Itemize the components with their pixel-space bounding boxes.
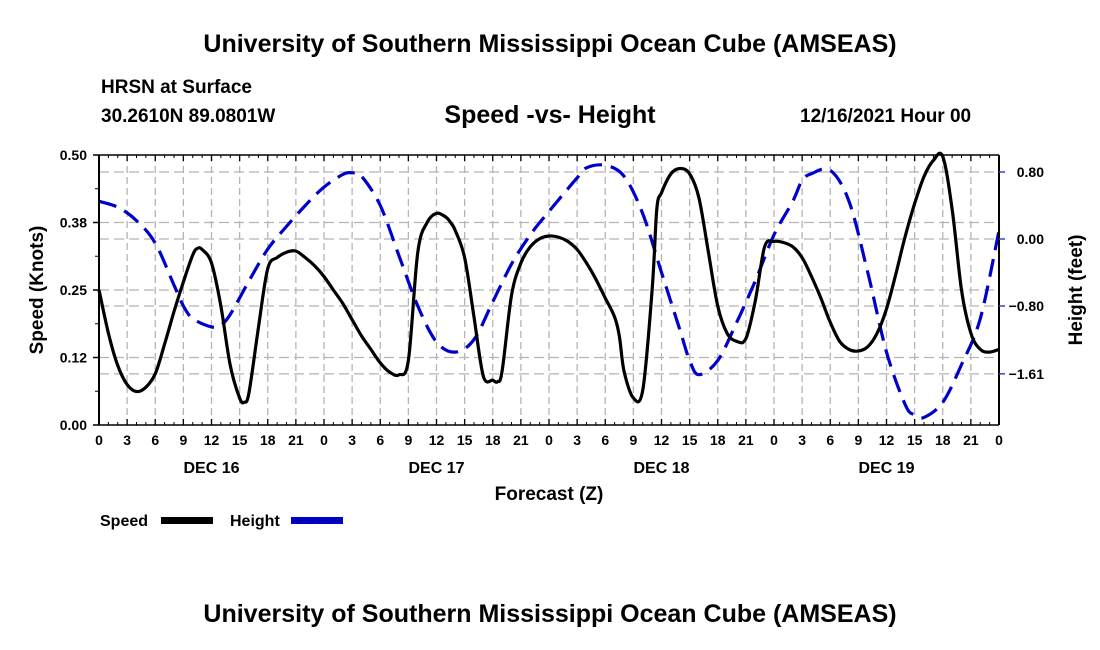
x-tick-label: 3 <box>348 432 356 448</box>
x-tick-label: 9 <box>404 432 412 448</box>
x-tick-label: 3 <box>123 432 131 448</box>
x-tick-label: 0 <box>995 432 1003 448</box>
x-tick-label: 6 <box>376 432 384 448</box>
legend-swatch-height <box>291 517 343 524</box>
x-tick-label: 18 <box>485 432 501 448</box>
x-tick-label: 0 <box>95 432 103 448</box>
x-tick-label: 12 <box>654 432 670 448</box>
legend-label-height: Height <box>230 513 280 530</box>
grid-lines <box>99 155 999 425</box>
legend-swatch-speed <box>161 517 213 524</box>
x-tick-label: 12 <box>204 432 220 448</box>
tick-marks <box>93 154 1005 426</box>
y-tick-label: 0.12 <box>60 350 87 366</box>
y-axis-title: Speed (Knots) <box>27 226 48 355</box>
x-tick-label: 9 <box>179 432 187 448</box>
y-tick-label: 0.25 <box>60 282 87 298</box>
chart-title: Speed -vs- Height <box>444 101 656 129</box>
x-tick-label: 21 <box>738 432 754 448</box>
y2-tick-label: 0.00 <box>1017 231 1044 247</box>
forecast-datetime: 12/16/2021 Hour 00 <box>800 106 972 127</box>
tick-labels: 0 3 6 9 12 15 18 21 0 3 6 9 12 15 18 21 0 3 6 9 12 15 18 21 0 3 6 9… <box>60 147 1044 477</box>
report-title: University of Southern Mississippi Ocean… <box>203 30 897 58</box>
y-tick-label: 0.50 <box>60 147 87 163</box>
x-tick-label: 18 <box>935 432 951 448</box>
x-tick-label: 21 <box>963 432 979 448</box>
x-tick-label: 0 <box>320 432 328 448</box>
x-tick-label: 6 <box>151 432 159 448</box>
x-tick-label: 12 <box>879 432 895 448</box>
legend: Speed Height <box>100 513 343 530</box>
day-label: DEC 19 <box>858 460 914 477</box>
y-tick-label: 0.38 <box>60 215 87 231</box>
series-layer <box>97 151 1001 420</box>
speed-series-line <box>97 151 1000 405</box>
legend-label-speed: Speed <box>100 513 148 530</box>
x-tick-label: 12 <box>429 432 445 448</box>
x-tick-label: 18 <box>710 432 726 448</box>
x-tick-label: 21 <box>288 432 304 448</box>
x-axis-title: Forecast (Z) <box>495 484 604 505</box>
y-tick-label: 0.00 <box>60 417 87 433</box>
x-tick-label: 15 <box>232 432 248 448</box>
x-tick-label: 0 <box>770 432 778 448</box>
x-tick-label: 3 <box>798 432 806 448</box>
footer-title: University of Southern Mississippi Ocean… <box>203 600 897 628</box>
x-tick-label: 9 <box>854 432 862 448</box>
y2-tick-label: −0.80 <box>1009 298 1045 314</box>
x-tick-label: 18 <box>260 432 276 448</box>
x-tick-label: 21 <box>513 432 529 448</box>
x-tick-label: 9 <box>629 432 637 448</box>
y2-tick-label: 0.80 <box>1017 164 1044 180</box>
x-tick-label: 15 <box>907 432 923 448</box>
x-tick-label: 15 <box>457 432 473 448</box>
day-label: DEC 18 <box>633 460 689 477</box>
day-label: DEC 16 <box>183 460 239 477</box>
x-tick-label: 6 <box>601 432 609 448</box>
x-tick-label: 6 <box>826 432 834 448</box>
y2-axis-title: Height (feet) <box>1066 235 1087 346</box>
x-tick-label: 0 <box>545 432 553 448</box>
coordinates-label: 30.2610N 89.0801W <box>101 106 276 127</box>
day-label: DEC 17 <box>408 460 464 477</box>
x-tick-label: 3 <box>573 432 581 448</box>
x-tick-label: 15 <box>682 432 698 448</box>
y2-tick-label: −1.61 <box>1009 366 1045 382</box>
station-label: HRSN at Surface <box>101 77 252 98</box>
